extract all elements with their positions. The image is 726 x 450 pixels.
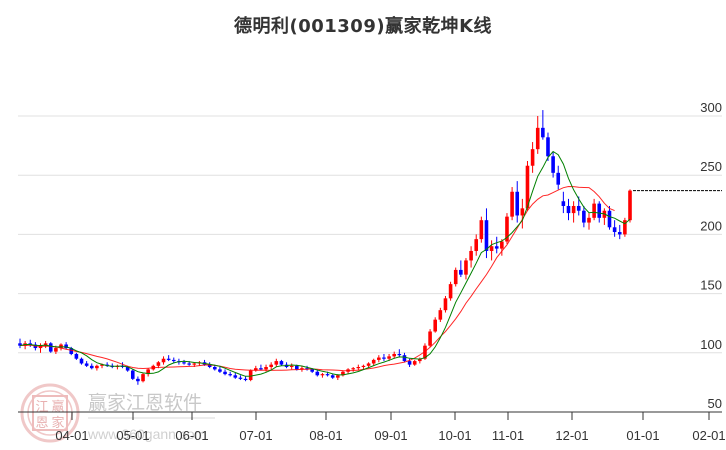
x-tick-label: 08-01 [309,428,342,443]
candlesticks [18,110,632,385]
y-axis-labels: 50 100 150 200 250 300 [700,100,722,411]
watermark-brand: 赢家江恩软件 [88,392,202,414]
y-tick-label: 300 [700,100,722,115]
x-tick-label: 05-01 [116,428,149,443]
x-tick-label: 10-01 [438,428,471,443]
watermark-url: www.360gann.com [87,426,206,442]
x-tick-label: 01-01 [626,428,659,443]
x-tick-label: 12-01 [555,428,588,443]
watermark-seal-icon: 江 赢 恩 家 [20,383,80,443]
y-tick-label: 250 [700,159,722,174]
svg-text:恩: 恩 [35,416,48,431]
svg-text:赢: 赢 [51,399,64,415]
svg-text:江: 江 [35,400,48,415]
x-tick-label: 06-01 [175,428,208,443]
gridlines [18,115,722,354]
watermark: 江 赢 恩 家 赢家江恩软件 www.360gann.com [20,383,215,443]
y-tick-label: 50 [708,396,722,411]
x-tick-label: 11-01 [492,428,524,443]
y-tick-label: 150 [700,278,722,293]
ma-short-line [19,150,631,377]
x-axis-ticks: 04-01 05-01 06-01 07-01 08-01 09-01 10-01 11-01… [55,412,726,443]
x-tick-label: 04-01 [55,428,88,443]
ma-long-line [19,185,615,372]
svg-text:家: 家 [51,415,64,431]
y-tick-label: 200 [700,218,722,233]
y-tick-label: 100 [700,337,722,352]
x-tick-label: 07-01 [239,428,272,443]
chart-title: 德明利(001309)赢家乾坤K线 [233,16,493,37]
x-tick-label: 09-01 [374,428,407,443]
x-tick-label: 02-01 [692,428,725,443]
